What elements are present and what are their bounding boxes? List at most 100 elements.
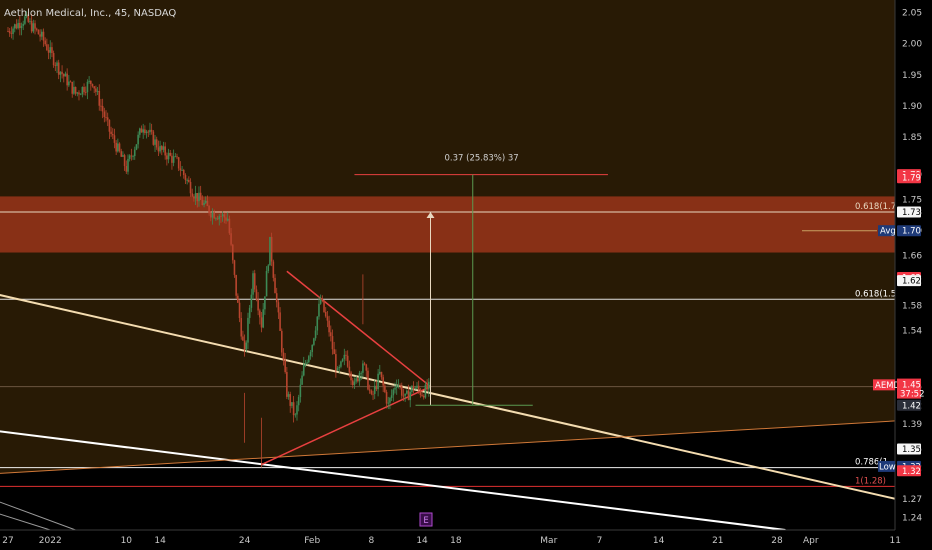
- candle-body: [220, 216, 222, 218]
- candle-body: [93, 86, 95, 89]
- candle-body: [324, 311, 327, 317]
- candle-body: [270, 236, 273, 262]
- candle-body: [302, 364, 305, 376]
- candle-body: [42, 31, 45, 41]
- candle-body: [147, 131, 150, 133]
- candle-body: [379, 371, 381, 374]
- candle-body: [62, 74, 65, 77]
- candle-body: [47, 50, 50, 53]
- candle-body: [297, 397, 300, 406]
- candle-body: [272, 261, 275, 278]
- candle-body: [402, 395, 405, 397]
- trendline: [261, 385, 431, 466]
- candle-body: [123, 155, 126, 166]
- candle-body: [137, 134, 139, 145]
- candle-body: [351, 380, 354, 386]
- candle-body: [127, 158, 129, 172]
- candle-body: [289, 394, 292, 406]
- candle-body: [74, 86, 77, 94]
- candle-body: [252, 273, 254, 295]
- avg-tag: Avg: [880, 227, 896, 237]
- candle-body: [177, 157, 180, 169]
- candle-body: [309, 352, 312, 357]
- candle-body: [335, 354, 337, 371]
- event-marker[interactable]: E: [423, 516, 428, 526]
- candle-body: [319, 299, 322, 304]
- candle-body: [210, 213, 212, 218]
- candle-body: [380, 371, 383, 378]
- price-axis[interactable]: 2.05 2.00 1.95 1.90 1.85 1.79 1.75 1.73 1.70 1.66…: [894, 0, 932, 550]
- candle-body: [27, 14, 30, 22]
- candle-body: [108, 119, 111, 132]
- candle-body: [394, 387, 396, 390]
- countdown: 37:52: [900, 390, 925, 400]
- candle-body: [172, 156, 175, 163]
- candle-body: [110, 131, 112, 134]
- candle-body: [122, 155, 124, 157]
- candle-body: [235, 274, 237, 296]
- candle-body: [52, 53, 55, 66]
- candle-body: [204, 200, 207, 203]
- candle-body: [373, 385, 376, 394]
- candle-body: [61, 71, 63, 75]
- candle-body: [348, 366, 351, 373]
- candle-body: [51, 47, 53, 54]
- candle-body: [157, 147, 160, 152]
- event-marker-bg[interactable]: [419, 512, 433, 527]
- price-label-bg: [897, 275, 921, 287]
- candle-body: [78, 92, 80, 95]
- candle-body: [321, 299, 324, 301]
- time-tick: Apr: [803, 536, 819, 546]
- level-label: 1(1.28): [855, 476, 886, 486]
- candle-body: [199, 192, 202, 200]
- candle-body: [365, 364, 368, 371]
- candle-body: [389, 397, 391, 403]
- candle-body: [179, 168, 182, 171]
- candle-body: [203, 202, 205, 206]
- time-tick: 14: [154, 536, 166, 546]
- price-label-bg: [897, 225, 921, 237]
- candle-body: [206, 200, 209, 206]
- time-tick: 24: [239, 536, 251, 546]
- candle-body: [44, 40, 46, 45]
- candle-body: [181, 170, 183, 171]
- candle-body: [318, 303, 320, 317]
- price-tick: 1.39: [902, 420, 922, 430]
- price-label-bg: [897, 399, 921, 411]
- candle-body: [159, 146, 161, 152]
- price-tick: 1.95: [902, 71, 922, 81]
- horizontal-lines-layer: 0.618(1.73) 0.618(1.59) 0.786(1 1(1.28): [0, 202, 905, 487]
- candle-body: [308, 356, 310, 363]
- candle-body: [399, 385, 401, 387]
- candle-body: [22, 23, 25, 26]
- candle-body: [56, 62, 58, 66]
- time-axis[interactable]: 27 2022 10 14 24 Feb 8 14 18 Mar 7 14 21 28 Apr 11: [0, 529, 932, 550]
- candle-body: [228, 218, 231, 234]
- chart-title: Aethlon Medical, Inc., 45, NASDAQ: [4, 8, 176, 19]
- time-tick: 10: [121, 536, 133, 546]
- candle-body: [88, 80, 90, 82]
- candle-body: [264, 296, 266, 310]
- candle-body: [213, 212, 215, 219]
- candle-body: [331, 336, 334, 350]
- candle-body: [154, 139, 156, 145]
- candle-body: [208, 205, 210, 214]
- candle-body: [105, 117, 107, 118]
- candle-body: [267, 265, 270, 272]
- candle-body: [13, 24, 16, 29]
- candle-body: [257, 299, 259, 311]
- candle-body: [411, 385, 413, 392]
- candle-body: [350, 372, 352, 381]
- candle-body: [226, 218, 229, 221]
- candle-body: [419, 389, 422, 395]
- time-tick: 2022: [39, 536, 62, 546]
- time-tick: 11: [890, 536, 901, 546]
- candle-body: [392, 389, 395, 396]
- measure-arrow-head: [426, 212, 435, 218]
- measure-tool[interactable]: 0.37 (25.83%) 37: [354, 154, 608, 406]
- candle-body: [422, 395, 425, 398]
- candle-body: [218, 216, 221, 220]
- candle-body: [184, 175, 187, 181]
- candle-body: [111, 133, 114, 136]
